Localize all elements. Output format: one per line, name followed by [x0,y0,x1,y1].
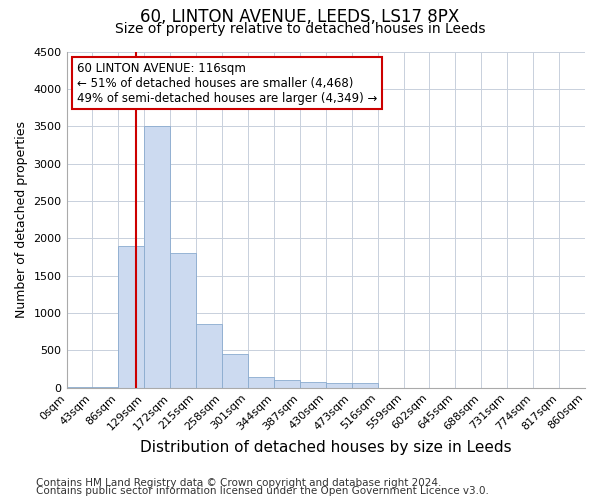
Bar [170,254,196,388]
Text: Size of property relative to detached houses in Leeds: Size of property relative to detached ho… [115,22,485,36]
Bar [118,246,145,388]
Bar [222,354,248,388]
Bar [92,387,118,388]
Text: 60, LINTON AVENUE, LEEDS, LS17 8PX: 60, LINTON AVENUE, LEEDS, LS17 8PX [140,8,460,26]
Text: Contains HM Land Registry data © Crown copyright and database right 2024.: Contains HM Land Registry data © Crown c… [36,478,442,488]
Bar [352,384,377,388]
X-axis label: Distribution of detached houses by size in Leeds: Distribution of detached houses by size … [140,440,512,455]
Bar [326,382,352,388]
Y-axis label: Number of detached properties: Number of detached properties [15,121,28,318]
Text: Contains public sector information licensed under the Open Government Licence v3: Contains public sector information licen… [36,486,489,496]
Bar [248,376,274,388]
Bar [274,380,300,388]
Bar [196,324,222,388]
Text: 60 LINTON AVENUE: 116sqm
← 51% of detached houses are smaller (4,468)
49% of sem: 60 LINTON AVENUE: 116sqm ← 51% of detach… [77,62,377,104]
Bar [300,382,326,388]
Bar [145,126,170,388]
